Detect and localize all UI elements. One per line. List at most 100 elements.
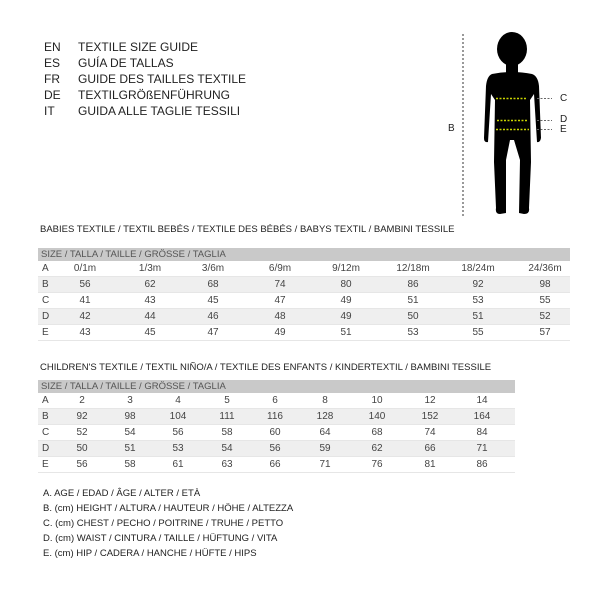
- table-cell: 62: [371, 443, 383, 454]
- table-cell: 50: [76, 443, 88, 454]
- table-row: C 52 54 56 58 60 64 68 74 84: [38, 425, 515, 441]
- table-cell: 53: [407, 327, 419, 338]
- table-cell: 60: [269, 427, 281, 438]
- table-cell: 42: [79, 311, 91, 322]
- table-row: A 0/1m 1/3m 3/6m 6/9m 9/12m 12/18m 18/24m 24/36m: [38, 261, 570, 277]
- table-cell: 51: [472, 311, 484, 322]
- table-cell: 84: [476, 427, 488, 438]
- row-label: C: [42, 295, 50, 306]
- table-cell: 12: [424, 395, 436, 406]
- row-label: B: [42, 279, 49, 290]
- row-label: B: [42, 411, 49, 422]
- table-cell: 56: [269, 443, 281, 454]
- children-size-table: SIZE / TALLA / TAILLE / GRÖSSE / TAGLIA …: [38, 380, 515, 473]
- table-cell: 116: [267, 411, 283, 422]
- table-cell: 14: [476, 395, 488, 406]
- table-row: E 56 58 61 63 66 71 76 81 86: [38, 457, 515, 473]
- table-cell: 62: [144, 279, 156, 290]
- row-label: A: [42, 395, 49, 406]
- table-cell: 58: [124, 459, 136, 470]
- table-cell: 66: [424, 443, 436, 454]
- table-row: D 50 51 53 54 56 59 62 66 71: [38, 441, 515, 457]
- table-cell: 66: [269, 459, 281, 470]
- title-text: GUIDE DES TAILLES TEXTILE: [78, 72, 247, 86]
- table-cell: 63: [221, 459, 233, 470]
- table-cell: 6/9m: [268, 263, 292, 274]
- table-cell: 24/36m: [528, 263, 562, 274]
- table-cell: 10: [371, 395, 383, 406]
- table-cell: 86: [407, 279, 419, 290]
- table-cell: 47: [274, 295, 286, 306]
- row-label: D: [42, 443, 50, 454]
- table-cell: 56: [172, 427, 184, 438]
- table-cell: 53: [172, 443, 184, 454]
- table-cell: 81: [424, 459, 436, 470]
- table-cell: 71: [476, 443, 488, 454]
- table-cell: 54: [221, 443, 233, 454]
- title-text: GUÍA DE TALLAS: [78, 56, 174, 70]
- table-cell: 18/24m: [461, 263, 495, 274]
- table-cell: 80: [340, 279, 352, 290]
- title-text: TEXTILE SIZE GUIDE: [78, 40, 199, 54]
- table-cell: 41: [79, 295, 91, 306]
- legend-item-age: A. AGE / EDAD / ÂGE / ALTER / ETÀ: [43, 488, 201, 499]
- table-cell: 64: [319, 427, 331, 438]
- table-cell: 51: [340, 327, 352, 338]
- lang-code: FR: [44, 72, 60, 86]
- table-cell: 86: [476, 459, 488, 470]
- title-text: TEXTILGRÖßENFÜHRUNG: [78, 88, 231, 102]
- lang-code: ES: [44, 56, 61, 70]
- table-cell: 68: [207, 279, 219, 290]
- table-row: D 42 44 46 48 49 50 51 52: [38, 309, 570, 325]
- table-cell: 47: [207, 327, 219, 338]
- table-cell: 58: [221, 427, 233, 438]
- table-cell: 45: [207, 295, 219, 306]
- legend-item-hip: E. (cm) HIP / CADERA / HANCHE / HÜFTE / …: [43, 548, 257, 559]
- table-cell: 51: [124, 443, 136, 454]
- child-silhouette-figure: B C D E: [440, 30, 580, 225]
- table-cell: 6: [272, 395, 278, 406]
- table-cell: 140: [368, 411, 386, 422]
- table-cell: 74: [424, 427, 436, 438]
- table-cell: 104: [169, 411, 187, 422]
- hip-label: E: [560, 124, 567, 135]
- table-cell: 44: [144, 311, 156, 322]
- table-cell: 0/1m: [73, 263, 97, 274]
- chest-label: C: [560, 93, 568, 104]
- table-cell: 71: [319, 459, 331, 470]
- legend-item-waist: D. (cm) WAIST / CINTURA / TAILLE / HÜFTU…: [43, 533, 278, 544]
- waist-label: D: [560, 114, 568, 125]
- table-cell: 46: [207, 311, 219, 322]
- table-cell: 52: [539, 311, 551, 322]
- table-cell: 5: [224, 395, 230, 406]
- table-row: E 43 45 47 49 51 53 55 57: [38, 325, 570, 341]
- table-cell: 98: [539, 279, 551, 290]
- table-cell: 8: [322, 395, 328, 406]
- table-cell: 55: [472, 327, 484, 338]
- table-cell: 55: [539, 295, 551, 306]
- row-label: E: [42, 327, 49, 338]
- table-row: C 41 43 45 47 49 51 53 55: [38, 293, 570, 309]
- table-cell: 43: [144, 295, 156, 306]
- table-cell: 76: [371, 459, 383, 470]
- title-text: GUIDA ALLE TAGLIE TESSILI: [78, 104, 241, 118]
- table-cell: 59: [319, 443, 331, 454]
- table-cell: 4: [175, 395, 181, 406]
- table-cell: 53: [472, 295, 484, 306]
- child-silhouette-icon: [462, 32, 552, 216]
- lang-code: DE: [44, 88, 61, 102]
- legend-item-height: B. (cm) HEIGHT / ALTURA / HAUTEUR / HÖHE…: [43, 503, 294, 514]
- table-cell: 54: [124, 427, 136, 438]
- babies-section-title: BABIES TEXTILE / TEXTIL BEBÉS / TEXTILE …: [40, 224, 455, 235]
- table-row: A 2 3 4 5 6 8 10 12 14: [38, 393, 515, 409]
- babies-size-table: SIZE / TALLA / TAILLE / GRÖSSE / TAGLIA …: [38, 248, 570, 341]
- table-header-band: SIZE / TALLA / TAILLE / GRÖSSE / TAGLIA: [38, 380, 515, 393]
- table-cell: 2: [79, 395, 85, 406]
- table-row: B 56 62 68 74 80 86 92 98: [38, 277, 570, 293]
- table-cell: 57: [539, 327, 551, 338]
- table-cell: 12/18m: [396, 263, 430, 274]
- table-cell: 45: [144, 327, 156, 338]
- table-cell: 74: [274, 279, 286, 290]
- table-cell: 48: [274, 311, 286, 322]
- table-cell: 92: [76, 411, 88, 422]
